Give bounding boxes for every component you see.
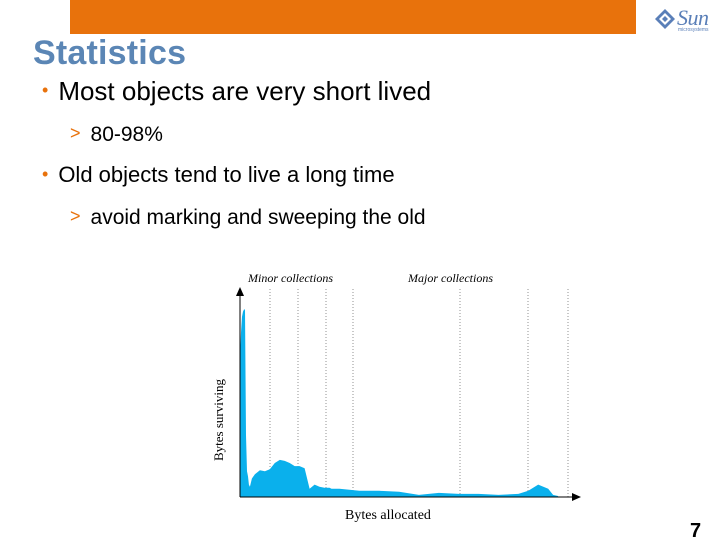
sun-logo: Sun microsystems (654, 5, 720, 35)
bullet-item-2: • Old objects tend to live a long time (42, 162, 395, 188)
survival-area (240, 309, 559, 497)
annotation-major: Major collections (407, 271, 493, 285)
sub-bullet-text: 80-98% (90, 123, 163, 146)
sub-bullet-mark: > (70, 206, 81, 226)
sub-bullet-mark: > (70, 123, 81, 143)
logo-subtitle: microsystems (678, 27, 709, 33)
sun-diamond-icon (655, 9, 675, 29)
slide-title: Statistics (33, 34, 187, 72)
bullet-text: Old objects tend to live a long time (58, 162, 395, 187)
x-axis-label: Bytes allocated (345, 508, 431, 523)
page-number: 7 (690, 520, 702, 542)
bullet-mark: • (42, 80, 49, 100)
annotation-minor: Minor collections (247, 271, 333, 285)
logo-word: Sun (677, 5, 709, 30)
sub-bullet-item-2: > avoid marking and sweeping the old (70, 206, 426, 230)
survival-chart: Minor collections Major collections Byte… (211, 271, 581, 523)
y-axis-arrow-icon (236, 287, 244, 296)
y-axis-label: Bytes surviving (211, 379, 226, 461)
bullet-mark: • (42, 164, 49, 184)
header-bar (70, 0, 636, 34)
x-axis-arrow-icon (572, 493, 581, 501)
bullet-text: Most objects are very short lived (58, 76, 432, 106)
sub-bullet-text: avoid marking and sweeping the old (90, 206, 426, 229)
bullet-item-1: • Most objects are very short lived (42, 76, 431, 107)
sub-bullet-item-1: >80-98% (70, 123, 163, 147)
collection-markers (269, 289, 569, 497)
